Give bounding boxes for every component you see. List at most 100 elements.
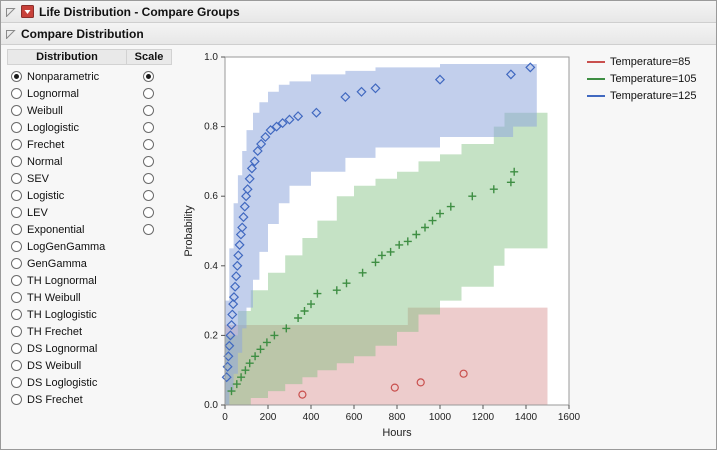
legend-label: Temperature=105 bbox=[610, 72, 697, 85]
distribution-row-weibull: Weibull bbox=[7, 102, 177, 119]
svg-text:600: 600 bbox=[346, 412, 363, 423]
outline-header-compare-distribution: Compare Distribution bbox=[1, 23, 716, 45]
distribution-label-nonparametric: Nonparametric bbox=[27, 70, 100, 83]
distribution-radio-normal[interactable] bbox=[11, 156, 22, 167]
distribution-label-loglogistic: Loglogistic bbox=[27, 121, 79, 134]
legend-item-temperature-85[interactable]: Temperature=85 bbox=[587, 53, 713, 70]
distribution-row-normal: Normal bbox=[7, 153, 177, 170]
legend-label: Temperature=85 bbox=[610, 55, 691, 68]
legend-item-temperature-105[interactable]: Temperature=105 bbox=[587, 70, 713, 87]
distribution-row-gengamma: GenGamma bbox=[7, 255, 177, 272]
distribution-label-ds-lognormal: DS Lognormal bbox=[27, 342, 98, 355]
distribution-radio-loglogistic[interactable] bbox=[11, 122, 22, 133]
svg-text:0.8: 0.8 bbox=[204, 122, 218, 133]
distribution-row-th-lognormal: TH Lognormal bbox=[7, 272, 177, 289]
scale-radio-lev[interactable] bbox=[143, 207, 154, 218]
distribution-label-ds-weibull: DS Weibull bbox=[27, 359, 82, 372]
distribution-radio-ds-loglogistic[interactable] bbox=[11, 377, 22, 388]
distribution-radio-loggengamma[interactable] bbox=[11, 241, 22, 252]
scale-radio-normal[interactable] bbox=[143, 156, 154, 167]
distribution-row-loggengamma: LogGenGamma bbox=[7, 238, 177, 255]
section-title: Compare Distribution bbox=[21, 26, 144, 41]
distribution-radio-nonparametric[interactable] bbox=[11, 71, 22, 82]
distribution-row-ds-loglogistic: DS Loglogistic bbox=[7, 374, 177, 391]
window-title: Life Distribution - Compare Groups bbox=[39, 4, 240, 19]
legend-item-temperature-125[interactable]: Temperature=125 bbox=[587, 87, 713, 104]
distribution-radio-logistic[interactable] bbox=[11, 190, 22, 201]
svg-text:1600: 1600 bbox=[558, 412, 581, 423]
probability-plot[interactable]: 0 200 400 600 800 1000 1200 1400 1600 0.0 0.2 0.4 0.… bbox=[179, 47, 581, 445]
distribution-label-frechet: Frechet bbox=[27, 138, 65, 151]
distribution-radio-ds-frechet[interactable] bbox=[11, 394, 22, 405]
distribution-radio-lev[interactable] bbox=[11, 207, 22, 218]
svg-text:800: 800 bbox=[389, 412, 406, 423]
scale-radio-nonparametric[interactable] bbox=[143, 71, 154, 82]
distribution-label-logistic: Logistic bbox=[27, 189, 65, 202]
red-triangle-menu-icon[interactable] bbox=[21, 5, 34, 18]
distribution-row-nonparametric: Nonparametric bbox=[7, 68, 177, 85]
distribution-label-lognormal: Lognormal bbox=[27, 87, 79, 100]
legend-line-swatch bbox=[587, 60, 605, 63]
distribution-row-th-loglogistic: TH Loglogistic bbox=[7, 306, 177, 323]
distribution-label-ds-frechet: DS Frechet bbox=[27, 393, 83, 406]
distribution-label-th-frechet: TH Frechet bbox=[27, 325, 83, 338]
distribution-radio-th-lognormal[interactable] bbox=[11, 275, 22, 286]
distribution-panel: Distribution Scale Nonparametric Lognorma… bbox=[7, 49, 177, 408]
scale-column-header: Scale bbox=[127, 49, 172, 65]
distribution-label-exponential: Exponential bbox=[27, 223, 85, 236]
distribution-list-header: Distribution Scale bbox=[7, 49, 177, 65]
distribution-list: Nonparametric Lognormal Weibull Loglogistic… bbox=[7, 68, 177, 408]
distribution-radio-weibull[interactable] bbox=[11, 105, 22, 116]
distribution-radio-sev[interactable] bbox=[11, 173, 22, 184]
distribution-row-loglogistic: Loglogistic bbox=[7, 119, 177, 136]
distribution-label-th-lognormal: TH Lognormal bbox=[27, 274, 97, 287]
svg-text:Hours: Hours bbox=[382, 427, 412, 439]
disclosure-triangle-icon[interactable] bbox=[5, 28, 16, 39]
scale-radio-logistic[interactable] bbox=[143, 190, 154, 201]
scale-radio-loglogistic[interactable] bbox=[143, 122, 154, 133]
distribution-radio-th-loglogistic[interactable] bbox=[11, 309, 22, 320]
distribution-radio-lognormal[interactable] bbox=[11, 88, 22, 99]
distribution-row-lev: LEV bbox=[7, 204, 177, 221]
distribution-label-sev: SEV bbox=[27, 172, 50, 185]
distribution-radio-ds-weibull[interactable] bbox=[11, 360, 22, 371]
svg-text:400: 400 bbox=[303, 412, 320, 423]
svg-text:0.6: 0.6 bbox=[204, 191, 218, 202]
distribution-label-th-weibull: TH Weibull bbox=[27, 291, 81, 304]
distribution-column-header: Distribution bbox=[7, 49, 127, 65]
distribution-radio-gengamma[interactable] bbox=[11, 258, 22, 269]
distribution-radio-frechet[interactable] bbox=[11, 139, 22, 150]
svg-text:200: 200 bbox=[260, 412, 277, 423]
distribution-row-ds-frechet: DS Frechet bbox=[7, 391, 177, 408]
scale-radio-sev[interactable] bbox=[143, 173, 154, 184]
distribution-radio-th-frechet[interactable] bbox=[11, 326, 22, 337]
scale-radio-lognormal[interactable] bbox=[143, 88, 154, 99]
distribution-radio-ds-lognormal[interactable] bbox=[11, 343, 22, 354]
probability-plot-area: 0 200 400 600 800 1000 1200 1400 1600 0.0 0.2 0.4 0.… bbox=[179, 47, 581, 445]
svg-text:0.0: 0.0 bbox=[204, 400, 218, 411]
scale-radio-frechet[interactable] bbox=[143, 139, 154, 150]
svg-text:1000: 1000 bbox=[429, 412, 452, 423]
legend-label: Temperature=125 bbox=[610, 89, 697, 102]
distribution-row-lognormal: Lognormal bbox=[7, 85, 177, 102]
svg-text:1400: 1400 bbox=[515, 412, 538, 423]
legend-line-swatch bbox=[587, 77, 605, 80]
distribution-label-gengamma: GenGamma bbox=[27, 257, 87, 270]
distribution-row-th-weibull: TH Weibull bbox=[7, 289, 177, 306]
legend: Temperature=85 Temperature=105 Temperature… bbox=[587, 53, 713, 104]
distribution-radio-th-weibull[interactable] bbox=[11, 292, 22, 303]
distribution-row-sev: SEV bbox=[7, 170, 177, 187]
disclosure-triangle-icon[interactable] bbox=[5, 6, 16, 17]
distribution-row-exponential: Exponential bbox=[7, 221, 177, 238]
distribution-row-ds-lognormal: DS Lognormal bbox=[7, 340, 177, 357]
distribution-row-frechet: Frechet bbox=[7, 136, 177, 153]
distribution-label-lev: LEV bbox=[27, 206, 48, 219]
scale-radio-exponential[interactable] bbox=[143, 224, 154, 235]
scale-radio-weibull[interactable] bbox=[143, 105, 154, 116]
distribution-row-ds-weibull: DS Weibull bbox=[7, 357, 177, 374]
distribution-label-weibull: Weibull bbox=[27, 104, 63, 117]
svg-text:1.0: 1.0 bbox=[204, 52, 218, 63]
distribution-radio-exponential[interactable] bbox=[11, 224, 22, 235]
svg-text:Probability: Probability bbox=[183, 205, 195, 257]
